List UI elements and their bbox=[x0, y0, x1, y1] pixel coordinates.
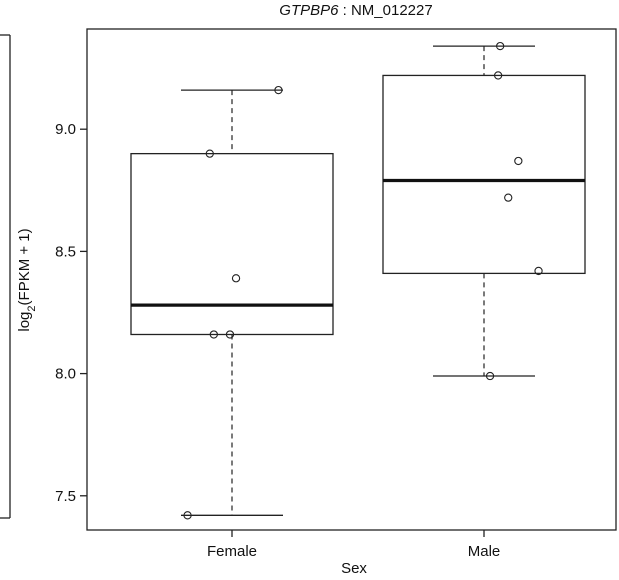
data-point bbox=[231, 274, 241, 283]
y-tick-label: 8.5 bbox=[55, 243, 76, 260]
y-tick-label: 8.0 bbox=[55, 366, 76, 383]
data-point bbox=[274, 85, 283, 95]
interquartile-box bbox=[382, 74, 586, 275]
plot-panel bbox=[86, 28, 617, 531]
box-series bbox=[130, 45, 586, 516]
data-point bbox=[504, 193, 513, 202]
y-axis-label: log2(FPKM + 1) bbox=[16, 228, 38, 331]
chart-title-rest: : NM_012227 bbox=[338, 2, 432, 19]
y-tick-label: 9.0 bbox=[55, 121, 76, 138]
y-axis: 7.5 8.0 8.5 9.0 bbox=[55, 121, 87, 505]
data-point bbox=[225, 330, 235, 339]
data-point bbox=[534, 266, 543, 276]
y-tick-label: 7.5 bbox=[55, 488, 76, 505]
y-axis-label-sub: 2 bbox=[26, 305, 38, 311]
data-point bbox=[496, 41, 505, 51]
x-axis-label: Sex bbox=[341, 560, 367, 577]
box-female bbox=[130, 89, 334, 516]
data-point bbox=[485, 371, 495, 381]
x-tick-label: Female bbox=[207, 543, 257, 560]
data-point bbox=[205, 149, 214, 158]
box-male bbox=[382, 45, 586, 377]
x-axis: Female Male bbox=[207, 530, 500, 560]
y-axis-label-rest: (FPKM + 1) bbox=[16, 228, 33, 305]
x-tick-label: Male bbox=[468, 543, 501, 560]
chart-title-gene: GTPBP6 bbox=[279, 2, 339, 19]
point-series bbox=[183, 41, 543, 520]
data-point bbox=[493, 71, 503, 80]
data-point bbox=[183, 511, 192, 520]
chart-title: GTPBP6 : NM_012227 bbox=[279, 2, 432, 19]
data-point bbox=[514, 156, 523, 166]
y-axis-label-main: log bbox=[16, 312, 33, 332]
interquartile-box bbox=[130, 152, 334, 336]
data-point bbox=[209, 330, 218, 339]
